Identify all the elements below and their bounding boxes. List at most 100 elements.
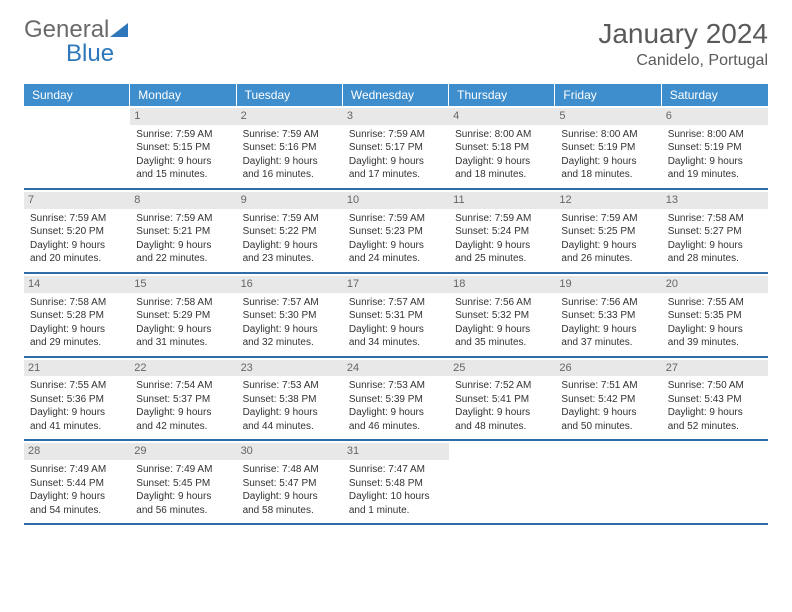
location: Canidelo, Portugal	[598, 52, 768, 70]
weeks-container: 1Sunrise: 7:59 AMSunset: 5:15 PMDaylight…	[24, 106, 768, 525]
sunrise-line: Sunrise: 7:59 AM	[30, 212, 124, 226]
sunrise-line: Sunrise: 8:00 AM	[455, 128, 549, 142]
weekday-sunday: Sunday	[24, 84, 130, 106]
sunset-line: Sunset: 5:23 PM	[349, 225, 443, 239]
day-cell: 19Sunrise: 7:56 AMSunset: 5:33 PMDayligh…	[555, 274, 661, 356]
daylight-line: Daylight: 9 hours and 15 minutes.	[136, 155, 230, 182]
daylight-line: Daylight: 9 hours and 56 minutes.	[136, 490, 230, 517]
daylight-line: Daylight: 9 hours and 31 minutes.	[136, 323, 230, 350]
sunrise-line: Sunrise: 7:55 AM	[668, 296, 762, 310]
sunset-line: Sunset: 5:43 PM	[668, 393, 762, 407]
day-cell: 31Sunrise: 7:47 AMSunset: 5:48 PMDayligh…	[343, 441, 449, 523]
sunrise-line: Sunrise: 7:53 AM	[349, 379, 443, 393]
sunset-line: Sunset: 5:28 PM	[30, 309, 124, 323]
daylight-line: Daylight: 9 hours and 28 minutes.	[668, 239, 762, 266]
day-cell: 28Sunrise: 7:49 AMSunset: 5:44 PMDayligh…	[24, 441, 130, 523]
sunrise-line: Sunrise: 7:48 AM	[243, 463, 337, 477]
sunrise-line: Sunrise: 7:56 AM	[561, 296, 655, 310]
daylight-line: Daylight: 9 hours and 35 minutes.	[455, 323, 549, 350]
weekday-tuesday: Tuesday	[237, 84, 343, 106]
weekday-thursday: Thursday	[449, 84, 555, 106]
sunrise-line: Sunrise: 7:57 AM	[349, 296, 443, 310]
day-cell: 9Sunrise: 7:59 AMSunset: 5:22 PMDaylight…	[237, 190, 343, 272]
sunset-line: Sunset: 5:48 PM	[349, 477, 443, 491]
day-number: 31	[343, 443, 449, 460]
day-cell: 12Sunrise: 7:59 AMSunset: 5:25 PMDayligh…	[555, 190, 661, 272]
week-row: 1Sunrise: 7:59 AMSunset: 5:15 PMDaylight…	[24, 106, 768, 190]
day-cell	[662, 441, 768, 523]
day-number: 14	[24, 276, 130, 293]
daylight-line: Daylight: 9 hours and 18 minutes.	[455, 155, 549, 182]
day-number: 30	[237, 443, 343, 460]
sunset-line: Sunset: 5:27 PM	[668, 225, 762, 239]
day-number: 19	[555, 276, 661, 293]
daylight-line: Daylight: 10 hours and 1 minute.	[349, 490, 443, 517]
day-cell: 15Sunrise: 7:58 AMSunset: 5:29 PMDayligh…	[130, 274, 236, 356]
daylight-line: Daylight: 9 hours and 29 minutes.	[30, 323, 124, 350]
sunset-line: Sunset: 5:19 PM	[561, 141, 655, 155]
calendar: SundayMondayTuesdayWednesdayThursdayFrid…	[24, 84, 768, 525]
day-number: 3	[343, 108, 449, 125]
weekday-saturday: Saturday	[662, 84, 768, 106]
day-cell: 14 Sunrise: 7:58 AMSunset: 5:28 PMDayligh…	[24, 274, 130, 356]
day-number: 6	[662, 108, 768, 125]
sunrise-line: Sunrise: 7:53 AM	[243, 379, 337, 393]
week-row: 28Sunrise: 7:49 AMSunset: 5:44 PMDayligh…	[24, 441, 768, 525]
week-row: 14Sunrise: 7:58 AMSunset: 5:28 PMDayligh…	[24, 274, 768, 358]
weekday-header-row: SundayMondayTuesdayWednesdayThursdayFrid…	[24, 84, 768, 106]
weekday-friday: Friday	[555, 84, 661, 106]
day-number: 26	[555, 360, 661, 377]
day-cell: 5Sunrise: 8:00 AMSunset: 5:19 PMDaylight…	[555, 106, 661, 188]
week-row: 7Sunrise: 7:59 AMSunset: 5:20 PMDaylight…	[24, 190, 768, 274]
sunrise-line: Sunrise: 7:59 AM	[455, 212, 549, 226]
day-cell: 3Sunrise: 7:59 AMSunset: 5:17 PMDaylight…	[343, 106, 449, 188]
sunset-line: Sunset: 5:44 PM	[30, 477, 124, 491]
sunset-line: Sunset: 5:18 PM	[455, 141, 549, 155]
sunset-line: Sunset: 5:30 PM	[243, 309, 337, 323]
day-number: 1	[130, 108, 236, 125]
daylight-line: Daylight: 9 hours and 39 minutes.	[668, 323, 762, 350]
weekday-monday: Monday	[130, 84, 236, 106]
day-number: 13	[662, 192, 768, 209]
day-number: 8	[130, 192, 236, 209]
sunrise-line: Sunrise: 7:59 AM	[349, 128, 443, 142]
daylight-line: Daylight: 9 hours and 16 minutes.	[243, 155, 337, 182]
sunset-line: Sunset: 5:38 PM	[243, 393, 337, 407]
day-number: 25	[449, 360, 555, 377]
day-number: 2	[237, 108, 343, 125]
day-cell: 8Sunrise: 7:59 AMSunset: 5:21 PMDaylight…	[130, 190, 236, 272]
sunrise-line: Sunrise: 7:58 AM	[30, 296, 124, 310]
day-cell: 26Sunrise: 7:51 AMSunset: 5:42 PMDayligh…	[555, 358, 661, 440]
day-cell: 29Sunrise: 7:49 AMSunset: 5:45 PMDayligh…	[130, 441, 236, 523]
day-number: 24	[343, 360, 449, 377]
sunrise-line: Sunrise: 7:51 AM	[561, 379, 655, 393]
daylight-line: Daylight: 9 hours and 20 minutes.	[30, 239, 124, 266]
header: GeneralBlue January 2024 Canidelo, Portu…	[24, 18, 768, 70]
daylight-line: Daylight: 9 hours and 25 minutes.	[455, 239, 549, 266]
day-number: 4	[449, 108, 555, 125]
daylight-line: Daylight: 9 hours and 54 minutes.	[30, 490, 124, 517]
sunrise-line: Sunrise: 7:59 AM	[136, 128, 230, 142]
sunset-line: Sunset: 5:25 PM	[561, 225, 655, 239]
daylight-line: Daylight: 9 hours and 32 minutes.	[243, 323, 337, 350]
sunrise-line: Sunrise: 7:59 AM	[561, 212, 655, 226]
daylight-line: Daylight: 9 hours and 37 minutes.	[561, 323, 655, 350]
day-cell	[555, 441, 661, 523]
day-cell: 30Sunrise: 7:48 AMSunset: 5:47 PMDayligh…	[237, 441, 343, 523]
sunset-line: Sunset: 5:19 PM	[668, 141, 762, 155]
daylight-line: Daylight: 9 hours and 26 minutes.	[561, 239, 655, 266]
day-number: 10	[343, 192, 449, 209]
sunrise-line: Sunrise: 7:49 AM	[30, 463, 124, 477]
sunset-line: Sunset: 5:31 PM	[349, 309, 443, 323]
sunset-line: Sunset: 5:39 PM	[349, 393, 443, 407]
day-number: 21	[24, 360, 130, 377]
sunset-line: Sunset: 5:22 PM	[243, 225, 337, 239]
day-cell: 22Sunrise: 7:54 AMSunset: 5:37 PMDayligh…	[130, 358, 236, 440]
day-cell: 27Sunrise: 7:50 AMSunset: 5:43 PMDayligh…	[662, 358, 768, 440]
day-number: 16	[237, 276, 343, 293]
day-number: 15	[130, 276, 236, 293]
daylight-line: Daylight: 9 hours and 50 minutes.	[561, 406, 655, 433]
sunrise-line: Sunrise: 7:56 AM	[455, 296, 549, 310]
day-number: 17	[343, 276, 449, 293]
day-cell: 10Sunrise: 7:59 AMSunset: 5:23 PMDayligh…	[343, 190, 449, 272]
